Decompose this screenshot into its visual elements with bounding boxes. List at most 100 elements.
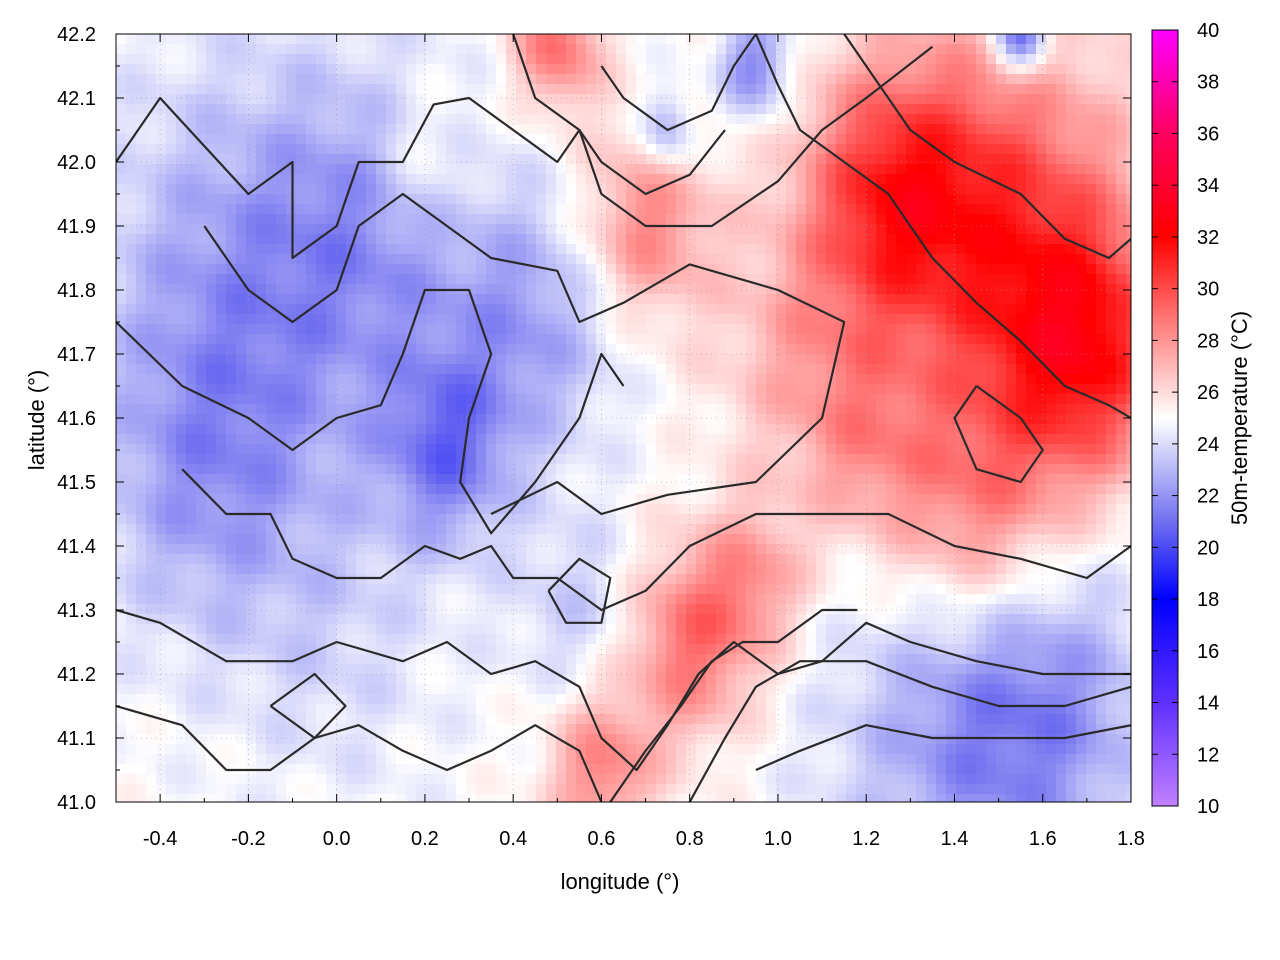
heat-cell bbox=[1086, 264, 1097, 275]
heat-cell bbox=[176, 114, 187, 125]
heat-cell bbox=[436, 254, 447, 265]
heat-cell bbox=[246, 104, 257, 115]
heat-cell bbox=[1096, 54, 1107, 65]
heat-cell bbox=[146, 64, 157, 75]
heat-cell bbox=[376, 324, 387, 335]
heat-cell bbox=[276, 114, 287, 125]
heat-cell bbox=[236, 54, 247, 65]
heat-cell bbox=[476, 404, 487, 415]
heat-cell bbox=[576, 474, 587, 485]
heat-cell bbox=[536, 134, 547, 145]
heat-cell bbox=[566, 234, 577, 245]
heat-cell bbox=[256, 434, 267, 445]
heat-cell bbox=[136, 54, 147, 65]
heat-cell bbox=[766, 234, 777, 245]
heat-cell bbox=[866, 44, 877, 55]
heat-cell bbox=[316, 34, 327, 45]
heat-cell bbox=[346, 394, 357, 405]
heat-cell bbox=[516, 74, 527, 85]
heat-cell bbox=[686, 194, 697, 205]
heat-cell bbox=[936, 474, 947, 485]
heat-cell bbox=[176, 354, 187, 365]
heat-cell bbox=[1116, 494, 1127, 505]
heat-cell bbox=[996, 334, 1007, 345]
heat-cell bbox=[556, 394, 567, 405]
heat-cell bbox=[826, 114, 837, 125]
heat-cell bbox=[946, 404, 957, 415]
heat-cell bbox=[926, 284, 937, 295]
heat-cell bbox=[576, 214, 587, 225]
heat-cell bbox=[1006, 44, 1017, 55]
heat-cell bbox=[736, 264, 747, 275]
heat-cell bbox=[456, 154, 467, 165]
heat-cell bbox=[246, 464, 257, 475]
heat-cell bbox=[756, 304, 767, 315]
heat-cell bbox=[926, 254, 937, 265]
heat-cell bbox=[406, 214, 417, 225]
heat-cell bbox=[426, 304, 437, 315]
heat-cell bbox=[526, 334, 537, 345]
heat-cell bbox=[426, 444, 437, 455]
heat-cell bbox=[706, 274, 717, 285]
heat-cell bbox=[816, 304, 827, 315]
heat-cell bbox=[996, 444, 1007, 455]
heat-cell bbox=[496, 494, 507, 505]
heat-cell bbox=[606, 194, 617, 205]
heat-cell bbox=[446, 344, 457, 355]
heat-cell bbox=[466, 454, 477, 465]
heat-cell bbox=[886, 414, 897, 425]
heat-cell bbox=[1096, 304, 1107, 315]
heat-cell bbox=[1036, 84, 1047, 95]
heat-cell bbox=[1076, 434, 1087, 445]
heat-cell bbox=[556, 294, 567, 305]
heat-cell bbox=[926, 304, 937, 315]
heat-cell bbox=[376, 454, 387, 465]
heat-cell bbox=[156, 504, 167, 515]
heat-cell bbox=[656, 304, 667, 315]
heat-cell bbox=[1106, 114, 1117, 125]
heat-cell bbox=[266, 404, 277, 415]
heat-cell bbox=[826, 64, 837, 75]
heat-cell bbox=[676, 474, 687, 485]
heat-cell bbox=[1036, 454, 1047, 465]
heat-cell bbox=[516, 164, 527, 175]
heat-cell bbox=[696, 284, 707, 295]
heat-cell bbox=[776, 414, 787, 425]
heat-cell bbox=[176, 404, 187, 415]
heat-cell bbox=[286, 304, 297, 315]
heat-cell bbox=[126, 404, 137, 415]
heat-cell bbox=[796, 364, 807, 375]
heat-cell bbox=[886, 34, 897, 45]
heat-cell bbox=[666, 234, 677, 245]
heat-cell bbox=[116, 514, 127, 525]
heat-cell bbox=[506, 294, 517, 305]
heat-cell bbox=[586, 474, 597, 485]
heat-cell bbox=[366, 54, 377, 65]
heat-cell bbox=[146, 134, 157, 145]
heat-cell bbox=[856, 484, 867, 495]
heat-cell bbox=[1086, 34, 1097, 45]
heat-cell bbox=[136, 314, 147, 325]
heat-cell bbox=[186, 244, 197, 255]
heat-cell bbox=[1026, 164, 1037, 175]
heat-cell bbox=[476, 244, 487, 255]
heat-cell bbox=[1116, 244, 1127, 255]
heat-cell bbox=[336, 264, 347, 275]
heat-cell bbox=[676, 154, 687, 165]
heat-cell bbox=[906, 254, 917, 265]
heat-cell bbox=[646, 464, 657, 475]
heat-cell bbox=[946, 44, 957, 55]
heat-cell bbox=[586, 424, 597, 435]
heat-cell bbox=[726, 354, 737, 365]
heat-cell bbox=[376, 424, 387, 435]
heat-cell bbox=[176, 134, 187, 145]
heat-cell bbox=[1086, 114, 1097, 125]
heat-cell bbox=[646, 64, 657, 75]
heat-cell bbox=[146, 124, 157, 135]
heat-cell bbox=[496, 124, 507, 135]
heat-cell bbox=[446, 294, 457, 305]
heat-cell bbox=[1086, 324, 1097, 335]
heat-cell bbox=[676, 414, 687, 425]
heat-cell bbox=[796, 424, 807, 435]
heat-cell bbox=[546, 164, 557, 175]
